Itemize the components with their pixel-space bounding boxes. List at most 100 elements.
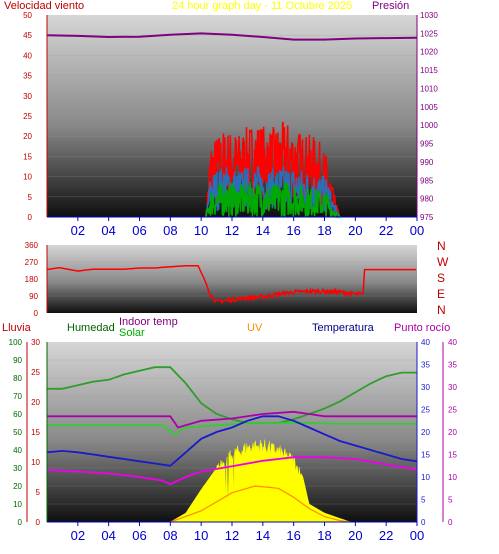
humidity-tick-label: 90: [13, 356, 22, 365]
wind-speed-tick-label: 35: [23, 72, 32, 81]
wind-speed-tick-label: 15: [23, 152, 32, 161]
pressure-tick-labels: 975 980 985 990 995 1000 1005 1010 1015 1020 1025 1…: [420, 11, 438, 222]
time-tick-label: 18: [317, 528, 331, 543]
temperature-tick-label: 40: [421, 338, 430, 347]
wind-speed-tick-label: 45: [23, 31, 32, 40]
humidity-tick-label: 0: [18, 518, 23, 527]
rain-tick-label: 0: [36, 518, 41, 527]
time-tick-label: 20: [348, 528, 362, 543]
uv-label: UV: [247, 322, 263, 334]
dew-point-tick-label: 35: [448, 361, 457, 370]
wind-speed-tick-label: 30: [23, 92, 32, 101]
solar-label: Solar: [119, 327, 145, 339]
temperature-label: Temperatura: [312, 322, 375, 334]
rain-tick-label: 10: [31, 458, 40, 467]
temperature-tick-label: 30: [421, 383, 430, 392]
rain-tick-label: 30: [31, 338, 40, 347]
time-tick-label: 00: [410, 528, 424, 543]
wind-direction-series: [46, 265, 417, 305]
time-tick-label: 10: [194, 528, 208, 543]
time-tick-label: 14: [256, 528, 270, 543]
dew-point-tick-label: 40: [448, 338, 457, 347]
time-tick-label: 20: [348, 223, 362, 238]
dew-point-tick-label: 30: [448, 383, 457, 392]
pressure-tick-label: 990: [420, 158, 434, 167]
pressure-tick-label: 1025: [420, 29, 438, 38]
temperature-tick-label: 15: [421, 451, 430, 460]
pressure-tick-label: 1020: [420, 48, 438, 57]
pressure-series: [46, 32, 418, 41]
time-tick-label: 08: [163, 223, 177, 238]
humidity-tick-label: 60: [13, 410, 22, 419]
wind-speed-tick-label: 5: [28, 193, 33, 202]
time-tick-labels-bottom: 02 04 06 08 10 12 14 16 18 20 22 00: [71, 522, 424, 543]
wind-speed-tick-label: 25: [23, 112, 32, 121]
time-tick-label: 22: [379, 528, 393, 543]
rain-tick-label: 20: [31, 398, 40, 407]
humidity-tick-label: 100: [9, 338, 23, 347]
pressure-tick-label: 975: [420, 213, 434, 222]
temperature-tick-label: 10: [421, 473, 430, 482]
wind-speed-label: Velocidad viento: [4, 0, 84, 12]
temperature-tick-labels: 0 5 10 15 20 25 30 35 40: [421, 338, 430, 527]
humidity-tick-label: 70: [13, 392, 22, 401]
time-tick-label: 16: [286, 223, 300, 238]
temperature-humidity-series: [46, 366, 418, 523]
wind-direction-tick-labels: 0 90 180 270 360: [25, 241, 39, 318]
time-tick-label: 12: [225, 223, 239, 238]
dew-point-tick-labels: 0 5 10 15 20 25 30 35 40: [448, 338, 457, 527]
feels-like-series: [46, 456, 418, 486]
humidity-label: Humedad: [67, 322, 115, 334]
wind-gust-series: [205, 166, 341, 219]
time-tick-label: 02: [71, 528, 85, 543]
uv-series: [170, 485, 351, 523]
pressure-tick-label: 995: [420, 140, 434, 149]
dew-point-tick-label: 15: [448, 451, 457, 460]
time-tick-label: 06: [132, 223, 146, 238]
time-tick-label: 02: [71, 223, 85, 238]
wind-direction-tick-label: 180: [25, 275, 39, 284]
wind-direction-tick-label: 90: [29, 292, 38, 301]
wind-speed-tick-label: 0: [28, 213, 33, 222]
temperature-tick-label: 35: [421, 361, 430, 370]
wind-pressure-series: [46, 32, 418, 219]
dew-point-series: [47, 410, 417, 429]
solar-series: [169, 439, 351, 523]
dew-point-label: Punto rocío: [394, 322, 450, 334]
time-tick-label: 06: [132, 528, 146, 543]
humidity-tick-label: 80: [13, 374, 22, 383]
chart-title: 24 hour graph day - 11 Octubre 2025: [172, 0, 352, 12]
compass-label: N: [437, 239, 446, 253]
time-tick-labels-top: 02 04 06 08 10 12 14 16 18 20 22 00: [71, 217, 424, 238]
time-tick-label: 16: [286, 528, 300, 543]
compass-label: E: [437, 287, 445, 301]
wind-direction-gridlines: [47, 261, 417, 297]
wind-speed-tick-label: 50: [23, 11, 32, 20]
wind-direction-tick-label: 270: [25, 258, 39, 267]
compass-label: S: [437, 271, 445, 285]
humidity-tick-label: 50: [13, 428, 22, 437]
time-tick-label: 08: [163, 528, 177, 543]
wind-direction-series: [46, 265, 417, 305]
compass-label: N: [437, 303, 446, 317]
compass-label: W: [437, 255, 449, 269]
rain-tick-label: 25: [31, 368, 40, 377]
humidity-tick-label: 20: [13, 482, 22, 491]
wind-direction-tick-label: 360: [25, 241, 39, 250]
indoor-temp-series: [47, 422, 417, 436]
pressure-tick-label: 1010: [420, 84, 438, 93]
pressure-label: Presión: [372, 0, 409, 12]
indoor-temp-label: Indoor temp: [119, 316, 178, 328]
pressure-tick-label: 1015: [420, 66, 438, 75]
rain-tick-label: 15: [31, 428, 40, 437]
dew-point-tick-label: 20: [448, 428, 457, 437]
rain-tick-label: 5: [36, 488, 41, 497]
time-tick-label: 04: [101, 528, 115, 543]
humidity-tick-label: 10: [13, 500, 22, 509]
pressure-tick-label: 1000: [420, 121, 438, 130]
pressure-tick-label: 1030: [420, 11, 438, 20]
rain-label: Lluvia: [2, 322, 32, 334]
time-tick-label: 14: [256, 223, 270, 238]
time-tick-label: 12: [225, 528, 239, 543]
